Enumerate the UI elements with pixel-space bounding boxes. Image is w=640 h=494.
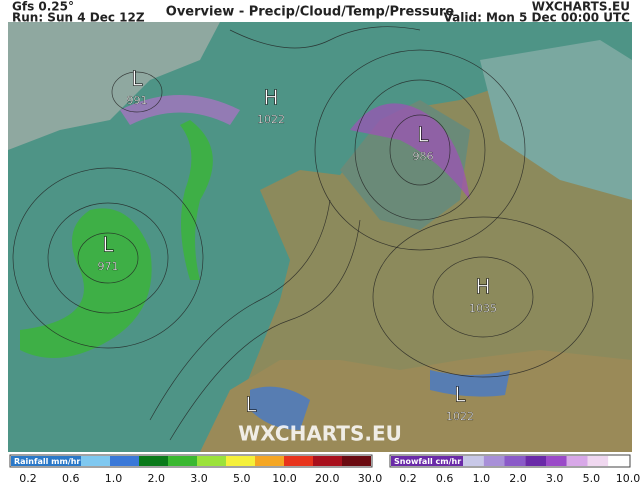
- legend-tick: 0.6: [62, 472, 80, 485]
- center-pressure: 1022: [257, 113, 285, 126]
- rain-band: [250, 386, 310, 430]
- legend-tick: 30.0: [358, 472, 383, 485]
- center-letter: H: [475, 275, 490, 299]
- legend-title-bg: [391, 456, 463, 466]
- legend-swatch: [81, 456, 110, 466]
- valid-time: Valid: Mon 5 Dec 00:00 UTC: [444, 11, 631, 25]
- legend-swatch: [608, 456, 629, 466]
- legend-tick: 20.0: [315, 472, 340, 485]
- center-pressure: 971: [98, 260, 119, 273]
- model-label: Gfs 0.25°: [12, 0, 74, 14]
- snow-band: [350, 103, 470, 200]
- legend-swatch: [342, 456, 371, 466]
- legend-tick: 3.0: [190, 472, 208, 485]
- greenland-region: [8, 22, 220, 150]
- russia-cloud: [480, 40, 632, 200]
- isobar: [314, 49, 526, 251]
- pressure-centers: L 991 H 1022 L 986 L 971 H 1035 L L 1022: [97, 66, 497, 423]
- legend-title: Snowfall cm/hr: [394, 457, 461, 466]
- center-letter: H: [263, 86, 278, 110]
- isobar: [77, 232, 139, 284]
- legend-swatch: [197, 456, 226, 466]
- legend-tick: 3.0: [546, 472, 564, 485]
- legend-swatch: [226, 456, 255, 466]
- legend-tick: 2.0: [148, 472, 166, 485]
- isobar: [149, 199, 331, 421]
- snow-band: [120, 95, 240, 125]
- legend-tick: 0.2: [19, 472, 37, 485]
- legend-swatch: [110, 456, 139, 466]
- run-label: Run: Sun 4 Dec 12Z: [12, 11, 145, 25]
- center-letter: L: [454, 383, 466, 407]
- legend-tick: 5.0: [233, 472, 251, 485]
- legend-swatch: [284, 456, 313, 466]
- legend-title-bg: [11, 456, 81, 466]
- legend-swatch: [504, 456, 526, 466]
- isobar: [354, 79, 486, 221]
- legend-swatch: [255, 456, 284, 466]
- legend-tick: 1.0: [105, 472, 123, 485]
- isobar: [432, 256, 534, 338]
- legend-swatch: [463, 456, 484, 466]
- center-letter: L: [102, 233, 114, 257]
- isobar: [229, 26, 421, 49]
- center-letter: L: [245, 393, 257, 417]
- legend-swatch: [525, 456, 546, 466]
- legend-swatch: [483, 456, 505, 466]
- legend-tick: 0.2: [399, 472, 417, 485]
- north-africa: [200, 350, 632, 452]
- legend-tick: 0.6: [436, 472, 454, 485]
- brand: WXCHARTS.EU: [532, 0, 630, 14]
- rain-band: [180, 120, 213, 280]
- legend: Rainfall mm/hr 0.2 0.6 1.0 2.0 3.0 5.0 10.0 20.0…: [9, 454, 640, 485]
- legend-tick: 5.0: [583, 472, 601, 485]
- legend-tick: 1.0: [473, 472, 491, 485]
- isobar: [389, 114, 451, 186]
- legend-swatch: [587, 456, 609, 466]
- center-letter: L: [417, 123, 429, 147]
- legend-swatch: [168, 456, 197, 466]
- legend-swatch: [313, 456, 342, 466]
- isobar: [12, 167, 204, 349]
- map-title: Overview - Precip/Cloud/Temp/Pressure: [166, 5, 455, 20]
- legend-tick: 2.0: [509, 472, 527, 485]
- legend-title: Rainfall mm/hr: [14, 457, 80, 466]
- legend-tick: 10.0: [272, 472, 297, 485]
- legend-swatch: [546, 456, 567, 466]
- center-pressure: 986: [413, 150, 434, 163]
- legend-tick: 10.0: [616, 472, 640, 485]
- map: [8, 22, 632, 452]
- watermark: WXCHARTS.EU: [238, 422, 402, 446]
- isobar: [47, 202, 169, 314]
- rain-band: [20, 208, 152, 358]
- center-pressure: 1022: [446, 410, 474, 423]
- center-letter: L: [131, 67, 143, 91]
- legend-swatch: [566, 456, 588, 466]
- isobar: [169, 219, 361, 441]
- isobar: [111, 71, 163, 113]
- center-pressure: 1035: [469, 302, 497, 315]
- center-pressure: 991: [127, 94, 148, 107]
- isobar: [372, 216, 594, 378]
- header-bar: [0, 0, 640, 22]
- legend-swatch: [139, 456, 168, 466]
